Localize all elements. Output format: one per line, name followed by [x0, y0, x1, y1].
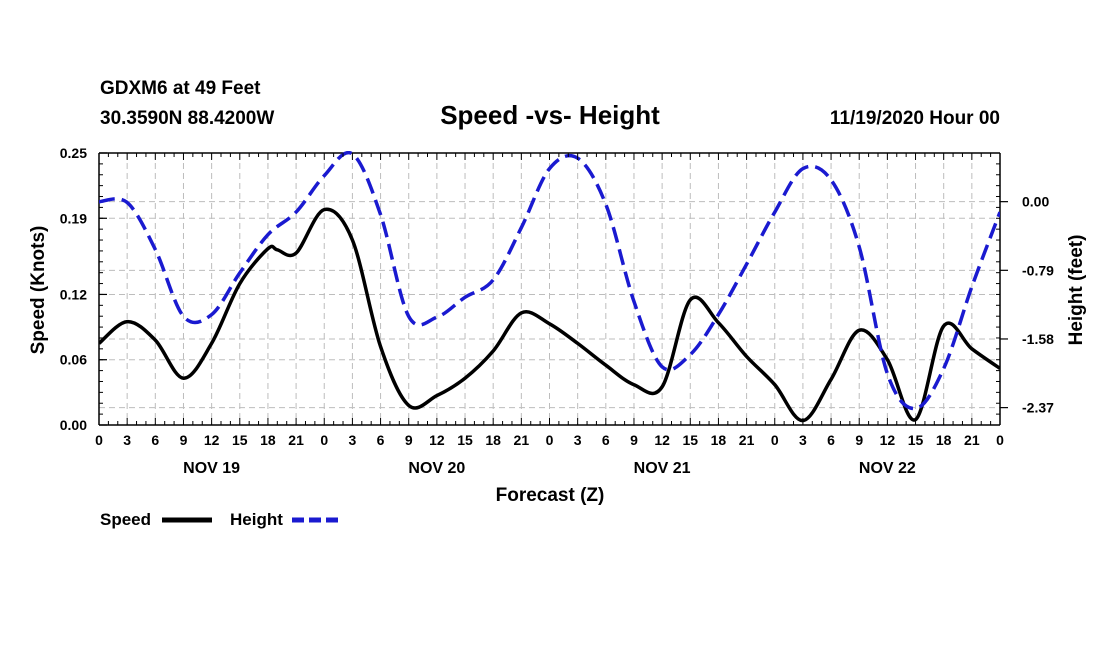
- x-tick-label: 9: [630, 432, 638, 448]
- x-tick-label: 18: [711, 432, 727, 448]
- x-tick-label: 18: [260, 432, 276, 448]
- grid: [99, 153, 1000, 425]
- x-tick-label: 15: [457, 432, 473, 448]
- x-tick-label: 3: [123, 432, 131, 448]
- day-label: NOV 22: [859, 460, 916, 477]
- axis-ticks: 0 3 6 9 12 15 18 21 0 3 6 9 12 15 18 21 0 3 6 9 12 15 18 21 0 3 6 9…: [60, 145, 1054, 477]
- legend-height-label: Height: [230, 510, 283, 529]
- x-tick-label: 15: [908, 432, 924, 448]
- y-tick-label-right: 0.00: [1022, 194, 1049, 210]
- x-tick-label: 6: [151, 432, 159, 448]
- day-label: NOV 19: [183, 460, 240, 477]
- x-tick-label: 21: [288, 432, 304, 448]
- y-tick-label-left: 0.00: [60, 417, 87, 433]
- datetime-label: 11/19/2020 Hour 00: [830, 108, 1000, 129]
- x-tick-label: 3: [349, 432, 357, 448]
- x-tick-label: 9: [405, 432, 413, 448]
- left-axis-title: Speed (Knots): [28, 226, 49, 355]
- x-tick-label: 0: [546, 432, 554, 448]
- series: [99, 151, 1000, 423]
- coords-label: 30.3590N 88.4200W: [100, 108, 274, 129]
- x-tick-label: 3: [799, 432, 807, 448]
- x-tick-label: 18: [485, 432, 501, 448]
- x-tick-label: 12: [204, 432, 220, 448]
- chart-title: Speed -vs- Height: [440, 100, 660, 130]
- x-tick-label: 15: [232, 432, 248, 448]
- legend: Speed Height: [100, 510, 342, 529]
- y-tick-label-right: -1.58: [1022, 331, 1054, 347]
- x-tick-label: 12: [880, 432, 896, 448]
- height-series-line: [99, 151, 1000, 411]
- x-tick-label: 15: [682, 432, 698, 448]
- x-tick-label: 3: [574, 432, 582, 448]
- x-tick-label: 6: [377, 432, 385, 448]
- y-tick-label-left: 0.19: [60, 210, 87, 226]
- x-tick-label: 12: [429, 432, 445, 448]
- right-axis-title: Height (feet): [1066, 235, 1087, 346]
- y-tick-label-right: -0.79: [1022, 262, 1054, 278]
- day-label: NOV 21: [634, 460, 691, 477]
- x-tick-label: 0: [996, 432, 1004, 448]
- x-tick-label: 0: [320, 432, 328, 448]
- y-tick-label-right: -2.37: [1022, 400, 1054, 416]
- x-tick-label: 0: [95, 432, 103, 448]
- x-tick-label: 9: [855, 432, 863, 448]
- speed-series-line: [99, 207, 1000, 423]
- legend-speed-label: Speed: [100, 510, 151, 529]
- x-tick-label: 6: [827, 432, 835, 448]
- station-label: GDXM6 at 49 Feet: [100, 78, 261, 99]
- x-tick-label: 21: [739, 432, 755, 448]
- x-tick-label: 6: [602, 432, 610, 448]
- x-tick-label: 0: [771, 432, 779, 448]
- day-label: NOV 20: [408, 460, 465, 477]
- x-tick-label: 18: [936, 432, 952, 448]
- x-tick-label: 12: [654, 432, 670, 448]
- x-axis-title: Forecast (Z): [496, 485, 605, 506]
- y-tick-label-left: 0.25: [60, 145, 87, 161]
- x-tick-label: 9: [180, 432, 188, 448]
- y-tick-label-left: 0.06: [60, 352, 87, 368]
- y-tick-label-left: 0.12: [60, 286, 87, 302]
- x-tick-label: 21: [514, 432, 530, 448]
- x-tick-label: 21: [964, 432, 980, 448]
